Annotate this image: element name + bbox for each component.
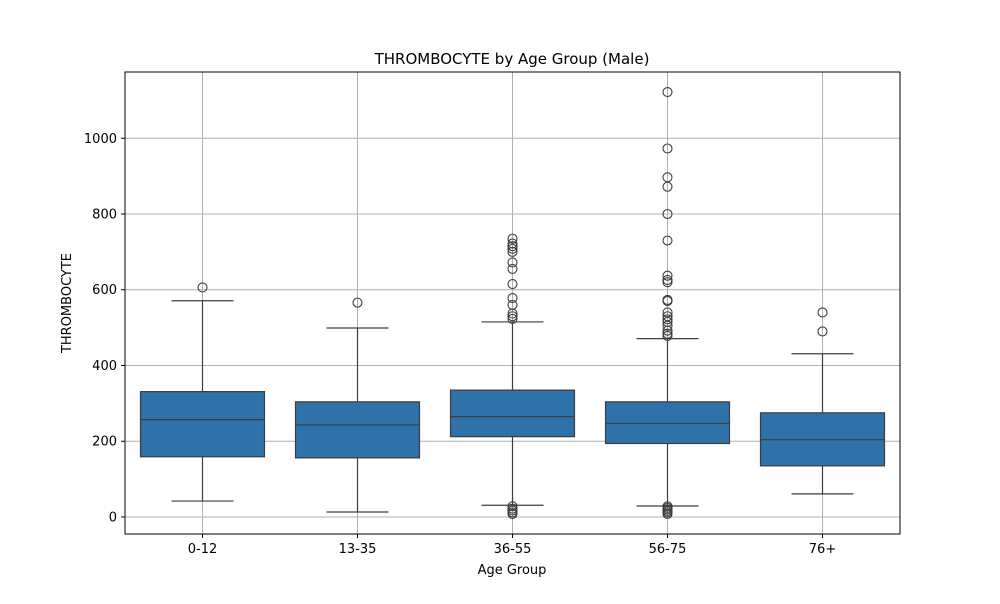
outlier-point bbox=[507, 313, 518, 324]
y-tick-label: 800 bbox=[92, 208, 117, 223]
outlier-point bbox=[352, 297, 363, 308]
x-tick-label: 0-12 bbox=[188, 542, 218, 557]
y-tick-label: 600 bbox=[92, 283, 117, 298]
iqr-box bbox=[139, 391, 266, 458]
outlier-point bbox=[507, 279, 518, 290]
outlier-point bbox=[662, 311, 673, 322]
outlier-point bbox=[197, 282, 208, 293]
iqr-box bbox=[294, 401, 421, 459]
boxes bbox=[139, 87, 886, 519]
box-group-0-12 bbox=[139, 282, 266, 502]
y-tick-label: 200 bbox=[92, 435, 117, 450]
outlier-point bbox=[662, 172, 673, 183]
x-tick-label: 56-75 bbox=[649, 542, 687, 557]
outlier-point bbox=[507, 257, 518, 268]
chart-title: THROMBOCYTE by Age Group (Male) bbox=[374, 50, 650, 68]
outlier-point bbox=[507, 241, 518, 252]
x-axis-title: Age Group bbox=[478, 563, 547, 578]
outlier-point bbox=[817, 326, 828, 337]
outlier-point bbox=[507, 299, 518, 310]
y-tick-label: 1000 bbox=[84, 132, 117, 147]
x-tick-label: 13-35 bbox=[339, 542, 377, 557]
outlier-point bbox=[662, 294, 673, 306]
iqr-box bbox=[604, 401, 731, 445]
outlier-point bbox=[507, 246, 518, 257]
outlier-point bbox=[662, 143, 673, 154]
outlier-point bbox=[817, 307, 828, 318]
iqr-box bbox=[449, 389, 576, 438]
outlier-point bbox=[507, 293, 518, 304]
outlier-point bbox=[662, 274, 673, 285]
x-tick-label: 76+ bbox=[809, 542, 836, 557]
outlier-point bbox=[662, 87, 673, 98]
outlier-point bbox=[662, 328, 673, 339]
outlier-point bbox=[507, 263, 518, 274]
outlier-point bbox=[507, 233, 518, 244]
outlier-point bbox=[662, 235, 673, 246]
x-tick-label: 36-55 bbox=[494, 542, 532, 557]
outlier-point bbox=[507, 238, 518, 249]
box-group-13-35 bbox=[294, 297, 421, 513]
outlier-point bbox=[662, 307, 673, 318]
box-group-76+ bbox=[759, 307, 886, 495]
ticks: 0 200 400 600 800 1000 0-12 13-35 36-55 56-75 76+ bbox=[84, 132, 836, 557]
outlier-point bbox=[507, 311, 518, 322]
y-tick-label: 0 bbox=[109, 510, 117, 525]
box-group-56-75 bbox=[604, 87, 731, 519]
y-tick-label: 400 bbox=[92, 359, 117, 374]
outlier-point bbox=[507, 501, 518, 512]
outlier-point bbox=[662, 314, 673, 325]
box-group-36-55 bbox=[449, 233, 576, 519]
outlier-point bbox=[507, 243, 518, 254]
outlier-point bbox=[662, 208, 673, 220]
outlier-point bbox=[662, 501, 673, 512]
outlier-point bbox=[662, 270, 673, 281]
y-axis-title: THROMBOCYTE bbox=[60, 253, 75, 354]
